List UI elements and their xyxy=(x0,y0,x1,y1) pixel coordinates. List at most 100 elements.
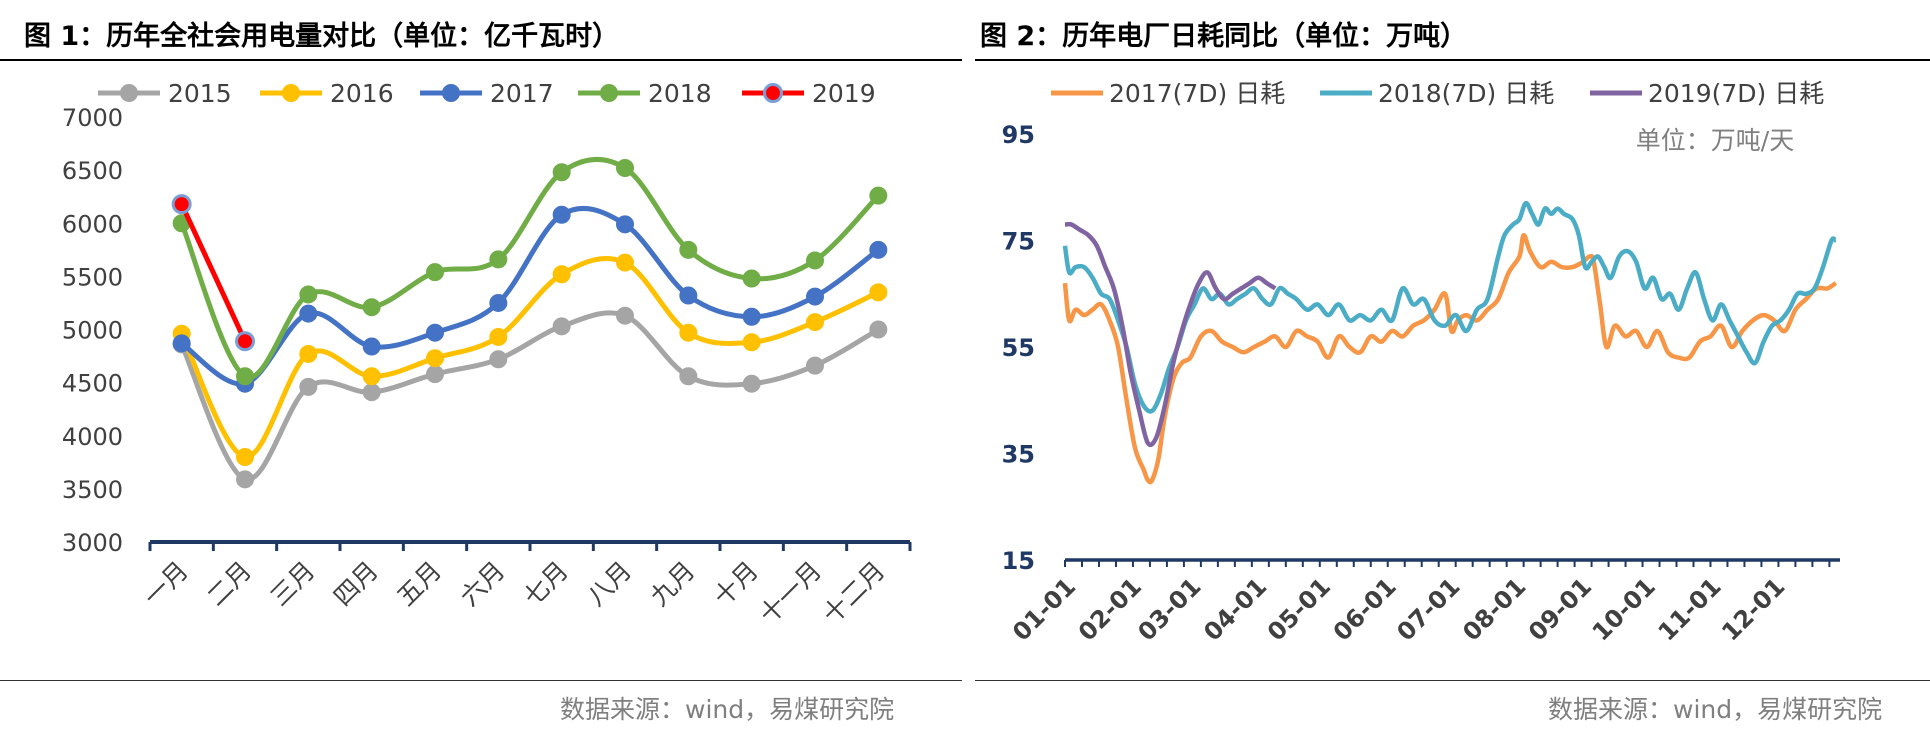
data-point-2015 xyxy=(679,367,698,386)
y-tick-label: 15 xyxy=(1002,547,1035,575)
x-tick-label: 07-01 xyxy=(1391,572,1465,646)
data-point-2016 xyxy=(869,283,888,302)
data-point-2017 xyxy=(426,323,444,342)
x-tick-label: 十二月 xyxy=(817,556,891,630)
y-tick-label: 4000 xyxy=(62,423,123,451)
data-point-2018 xyxy=(362,298,381,317)
x-tick-label: 三月 xyxy=(265,556,321,612)
series-line xyxy=(1062,200,1838,414)
legend-marker-2016 xyxy=(282,84,300,102)
data-point-2015 xyxy=(869,320,888,339)
data-point-2017 xyxy=(299,304,318,323)
legend-label: 2017(7D) 日耗 xyxy=(1109,79,1285,108)
x-tick-label: 二月 xyxy=(201,556,257,612)
y-tick-label: 6000 xyxy=(62,210,123,238)
data-point-2017 xyxy=(679,286,698,305)
data-point-2017 xyxy=(362,337,381,356)
y-tick-label: 35 xyxy=(1002,441,1035,469)
data-point-2016 xyxy=(299,344,318,363)
y-tick-label: 95 xyxy=(1002,121,1035,149)
data-point-2017 xyxy=(616,215,634,234)
x-tick-label: 10-01 xyxy=(1587,572,1661,646)
legend-marker-2018 xyxy=(600,84,618,102)
data-point-2016 xyxy=(489,327,508,346)
figure2-title-rule xyxy=(975,59,1930,61)
figure2-title: 图 2：历年电厂日耗同比（单位：万吨） xyxy=(980,21,1468,52)
y-tick-label: 75 xyxy=(1002,228,1035,256)
data-point-2015 xyxy=(236,470,254,489)
legend-marker-2015 xyxy=(120,84,138,102)
data-point-2018 xyxy=(806,251,824,270)
legend-label: 2018(7D) 日耗 xyxy=(1378,79,1554,108)
data-point-2015 xyxy=(299,377,318,396)
y-tick-label: 5500 xyxy=(62,263,123,291)
legend-marker-2019 xyxy=(763,83,783,103)
x-tick-label: 六月 xyxy=(455,556,511,612)
legend-label: 2015 xyxy=(168,79,232,108)
x-tick-label: 五月 xyxy=(391,556,447,612)
chart1: 3000 3500 4000 4500 5000 5500 6000 6500 7000 一月 二月… xyxy=(62,79,912,630)
x-tick-label: 09-01 xyxy=(1523,572,1597,646)
data-point-2015 xyxy=(426,365,444,384)
data-point-2018 xyxy=(552,163,571,182)
data-point-2019 xyxy=(235,331,255,352)
x-tick-label: 08-01 xyxy=(1457,572,1531,646)
data-point-2017 xyxy=(806,287,824,306)
data-point-2015 xyxy=(362,383,381,402)
series-line-2019 xyxy=(179,203,248,343)
x-tick-label: 十月 xyxy=(708,556,764,612)
data-point-2016 xyxy=(616,253,634,272)
series-line xyxy=(1062,232,1838,485)
y-tick-label: 55 xyxy=(1002,334,1035,362)
data-point-2016 xyxy=(679,323,698,342)
figure1-title: 图 1：历年全社会用电量对比（单位：亿千瓦时） xyxy=(24,21,620,52)
y-tick-label: 3000 xyxy=(62,529,123,557)
y-tick-label: 6500 xyxy=(62,157,123,185)
y-tick-label: 5000 xyxy=(62,317,123,345)
data-point-2015 xyxy=(616,306,634,325)
legend-label: 2019 xyxy=(812,79,876,108)
x-tick-label: 九月 xyxy=(645,556,701,612)
y-tick-label: 3500 xyxy=(62,476,123,504)
figure2-source: 数据来源：wind，易煤研究院 xyxy=(1548,695,1883,724)
x-tick-label: 06-01 xyxy=(1328,572,1402,646)
legend-label: 2018 xyxy=(648,79,712,108)
figure1-title-rule xyxy=(0,59,962,61)
data-point-2018 xyxy=(426,263,444,282)
data-point-2019 xyxy=(171,194,192,215)
x-tick-label: 12-01 xyxy=(1716,572,1790,646)
legend-label: 2017 xyxy=(490,79,554,108)
data-point-2016 xyxy=(362,367,381,386)
legend-label: 2019(7D) 日耗 xyxy=(1648,79,1824,108)
data-point-2017 xyxy=(489,293,508,312)
data-point-2017 xyxy=(172,334,191,353)
figure2-bottom-rule xyxy=(975,680,1930,681)
legend-label: 2016 xyxy=(330,79,394,108)
chart2: 15 35 55 75 95 01-0102-0103-0104-0105-0106-01… xyxy=(1002,79,1840,647)
data-point-2015 xyxy=(552,317,571,336)
y-tick-label: 4500 xyxy=(62,370,123,398)
unit-label: 单位：万吨/天 xyxy=(1636,126,1794,155)
y-tick-label: 7000 xyxy=(62,104,123,132)
series-line-2017 xyxy=(180,205,880,387)
data-point-2016 xyxy=(426,349,444,368)
figure1-bottom-rule xyxy=(0,680,962,681)
x-tick-label: 05-01 xyxy=(1262,572,1336,646)
data-point-2018 xyxy=(616,159,634,177)
data-point-2016 xyxy=(806,313,824,332)
data-point-2017 xyxy=(552,205,571,224)
data-point-2018 xyxy=(742,269,761,288)
data-point-2018 xyxy=(236,367,254,386)
data-point-2018 xyxy=(489,250,508,269)
x-tick-label: 八月 xyxy=(581,556,637,612)
data-point-2017 xyxy=(742,307,761,326)
data-point-2018 xyxy=(679,240,698,259)
figure1-source: 数据来源：wind，易煤研究院 xyxy=(560,695,895,724)
x-tick-label: 01-01 xyxy=(1007,572,1081,646)
data-point-2018 xyxy=(299,285,318,304)
data-point-2015 xyxy=(489,350,508,369)
data-point-2016 xyxy=(236,448,254,466)
data-point-2017 xyxy=(869,240,888,259)
data-point-2018 xyxy=(869,186,888,205)
legend-marker-2017 xyxy=(442,84,460,102)
